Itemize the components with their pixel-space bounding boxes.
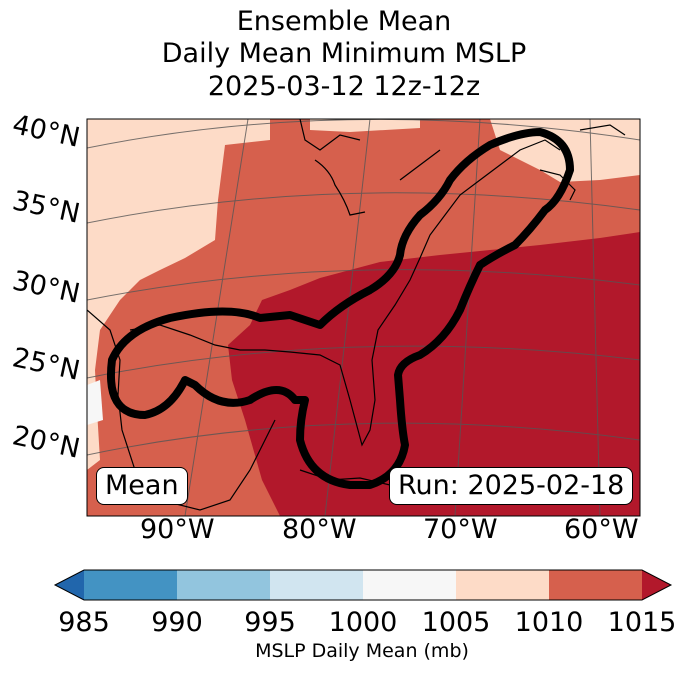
pressure-field-1005-west [87, 119, 270, 470]
colorbar-swatch-985 [84, 570, 177, 600]
pressure-field-1015 [228, 232, 640, 516]
colorbar-tick-995: 995 [244, 607, 296, 638]
pressure-field-1000 [87, 380, 103, 425]
title-line-1: Ensemble Mean [236, 6, 452, 37]
colorbar-label: MSLP Daily Mean (mb) [255, 640, 469, 662]
mslp-contour [107, 128, 574, 489]
lon-label-70w: 70°W [423, 514, 498, 545]
map-frame [86, 118, 641, 517]
colorbar-tick-1005: 1005 [421, 607, 491, 638]
colorbar-tick-1015: 1015 [607, 607, 677, 638]
pressure-field-1005-north [310, 119, 420, 132]
map-area [87, 119, 640, 516]
colorbar-arrow-high [642, 570, 671, 600]
lon-label-80w: 80°W [282, 514, 357, 545]
run-date-box: Run: 2025-02-18 [389, 467, 634, 505]
colorbar-swatch-1005 [456, 570, 549, 600]
lon-label-60w: 60°W [564, 514, 639, 545]
colorbar-tick-1010: 1010 [514, 607, 584, 638]
colorbar-tick-1000: 1000 [328, 607, 398, 638]
colorbar-tick-990: 990 [151, 607, 203, 638]
colorbar-tick-985: 985 [58, 607, 110, 638]
lon-label-90w: 90°W [140, 514, 215, 545]
title-line-2: Daily Mean Minimum MSLP [161, 38, 527, 69]
colorbar-swatch-995 [270, 570, 363, 600]
mean-box: Mean [96, 467, 188, 505]
colorbar-swatch-1010 [549, 570, 642, 600]
colorbar [53, 569, 673, 601]
colorbar-swatch-1000 [363, 570, 456, 600]
colorbar-arrow-low [55, 570, 84, 600]
title-line-3: 2025-03-12 12z-12z [207, 71, 481, 102]
colorbar-swatch-990 [177, 570, 270, 600]
